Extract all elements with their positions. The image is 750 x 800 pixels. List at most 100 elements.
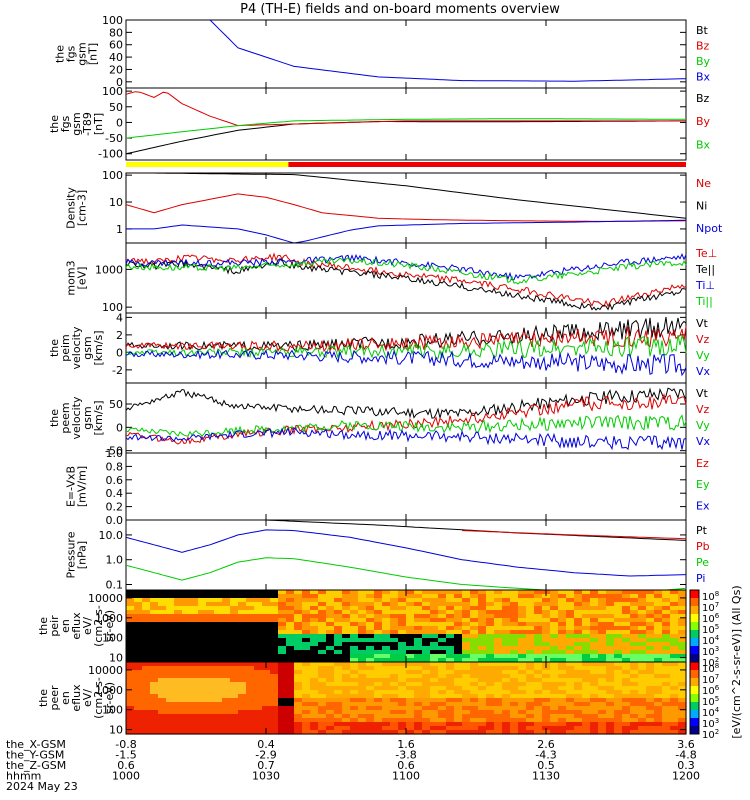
spectrogram-cell [278,630,287,635]
spectrogram-cell [558,594,567,599]
spectrogram-cell [270,618,279,623]
spectrogram-cell [398,626,407,631]
spectrogram-cell [486,670,495,675]
spectrogram-cell [598,634,607,639]
spectrogram-cell [662,654,671,659]
spectrogram-cell [550,642,559,647]
spectrogram-cell [334,714,343,719]
spectrogram-cell [262,694,271,699]
spectrogram-cell [630,642,639,647]
spectrogram-cell [606,694,615,699]
spectrogram-cell [438,682,447,687]
spectrogram-cell [254,698,263,703]
spectrogram-cell [158,678,167,683]
spectrogram-cell [542,646,551,651]
spectrogram-cell [142,690,151,695]
spectrogram-cell [630,666,639,671]
spectrogram-cell [198,698,207,703]
spectrogram-cell [126,598,135,603]
spectrogram-cell [374,706,383,711]
spectrogram-cell [214,698,223,703]
spectrogram-cell [574,626,583,631]
spectrogram-cell [478,598,487,603]
spectrogram-cell [470,698,479,703]
spectrogram-cell [350,694,359,699]
spectrogram-cell [414,622,423,627]
spectrogram-cell [198,718,207,723]
spectrogram-cell [670,702,679,707]
spectrogram-cell [302,718,311,723]
spectrogram-cell [326,658,335,663]
spectrogram-cell [254,646,263,651]
spectrogram-cell [662,710,671,715]
spectrogram-cell [294,610,303,615]
spectrogram-cell [566,634,575,639]
spectrogram-cell [182,706,191,711]
spectrogram-cell [486,710,495,715]
spectrogram-cell [566,702,575,707]
spectrogram-cell [190,654,199,659]
spectrogram-cell [542,706,551,711]
y-axis-label-line: mom3 [65,260,78,295]
spectrogram-cell [638,702,647,707]
footer-row-name: the_X-GSM [6,738,66,751]
spectrogram-cell [286,678,295,683]
spectrogram-cell [614,654,623,659]
spectrogram-cell [230,706,239,711]
spectrogram-cell [662,662,671,667]
spectrogram-cell [638,626,647,631]
footer-value: 0.7 [257,759,275,772]
spectrogram-cell [182,670,191,675]
spectrogram-cell [590,654,599,659]
spectrogram-cell [246,598,255,603]
spectrogram-cell [366,670,375,675]
spectrogram-cell [446,614,455,619]
spectrogram-cell [582,706,591,711]
series-line-Te⊥ [125,252,687,308]
spectrogram-cell [542,626,551,631]
spectrogram-cell [454,682,463,687]
spectrogram-cell [630,610,639,615]
spectrogram-cell [206,686,215,691]
spectrogram-cell [166,598,175,603]
spectrogram-cell [310,642,319,647]
spectrogram-cell [678,678,687,683]
legend-Vy: Vy [696,419,710,432]
spectrogram-cell [198,642,207,647]
spectrogram-cell [462,618,471,623]
spectrogram-cell [550,722,559,727]
spectrogram-cell [446,678,455,683]
spectrogram-cell [446,618,455,623]
spectrogram-cell [646,590,655,595]
spectrogram-cell [422,710,431,715]
spectrogram-cell [182,722,191,727]
spectrogram-cell [294,602,303,607]
spectrogram-cell [150,686,159,691]
spectrogram-cell [286,662,295,667]
spectrogram-cell [430,682,439,687]
spectrogram-cell [438,606,447,611]
colorbar-swatch [690,702,699,711]
spectrogram-cell [574,642,583,647]
spectrogram-cell [366,666,375,671]
spectrogram-cell [622,666,631,671]
spectrogram-cell [446,610,455,615]
spectrogram-cell [166,594,175,599]
spectrogram-cell [294,714,303,719]
spectrogram-cell [302,594,311,599]
spectrogram-cell [518,610,527,615]
spectrogram-cell [150,602,159,607]
spectrogram-cell [262,682,271,687]
spectrogram-cell [438,706,447,711]
series-line-Vz [125,393,687,445]
legend-By: By [696,55,711,68]
spectrogram-cell [574,590,583,595]
spectrogram-cell [438,638,447,643]
spectrogram-cell [222,682,231,687]
footer-date: 2024 May 23 [6,780,78,793]
spectrogram-cell [526,662,535,667]
spectrogram-cell [278,682,287,687]
spectrogram-cell [566,678,575,683]
spectrogram-cell [294,646,303,651]
spectrogram-cell [310,698,319,703]
